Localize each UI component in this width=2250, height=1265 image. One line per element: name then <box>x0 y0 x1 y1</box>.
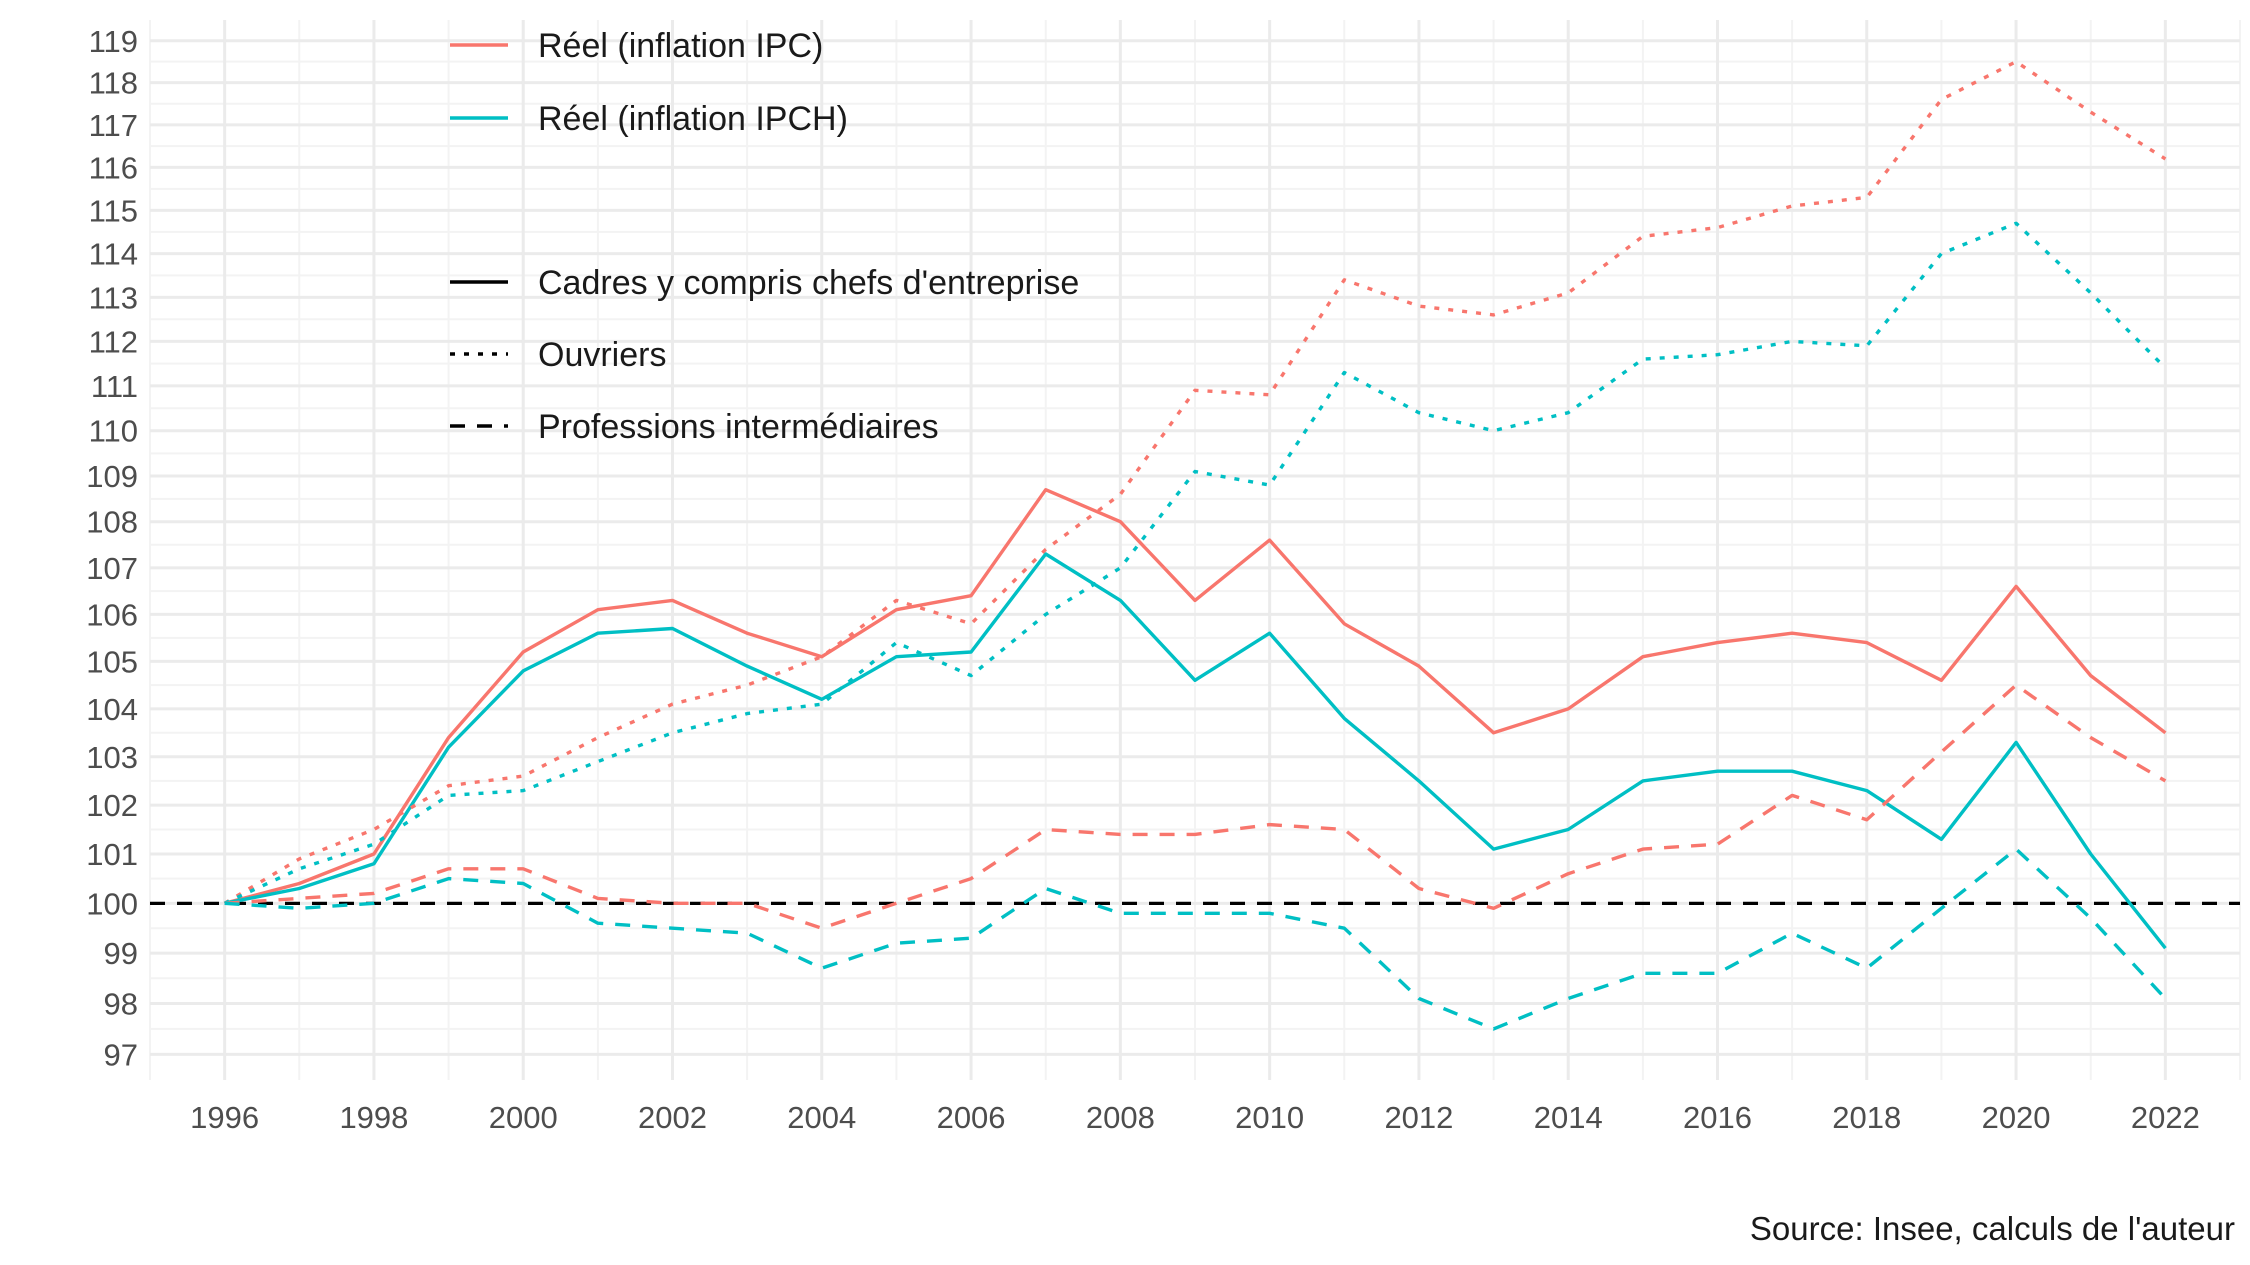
legend-label: Professions intermédiaires <box>538 408 939 446</box>
series-line <box>224 847 2167 1031</box>
x-tick-label: 2010 <box>1235 1100 1304 1135</box>
y-tick-label: 119 <box>89 24 138 59</box>
series-line <box>224 552 2167 950</box>
x-tick-label: 2012 <box>1384 1100 1453 1135</box>
y-tick-label: 115 <box>89 193 138 228</box>
y-axis-tick-labels: 97 98 99 100 101 102 103 104 105 106 107 108 109 110 1… <box>86 24 138 1073</box>
y-tick-label: 101 <box>86 837 138 872</box>
x-tick-label: 2002 <box>638 1100 707 1135</box>
x-tick-label: 2004 <box>787 1100 856 1135</box>
y-tick-label: 117 <box>89 108 138 143</box>
legend-label: Ouvriers <box>538 336 666 374</box>
y-tick-label: 103 <box>86 740 138 775</box>
x-tick-label: 2016 <box>1683 1100 1752 1135</box>
y-tick-label: 97 <box>104 1037 138 1072</box>
y-tick-label: 105 <box>86 644 138 679</box>
y-tick-label: 106 <box>86 597 138 632</box>
y-tick-label: 110 <box>89 414 138 449</box>
y-tick-label: 100 <box>86 886 138 921</box>
y-tick-label: 108 <box>86 505 138 540</box>
x-axis-tick-labels: 1996 1998 2000 2002 2004 2006 2008 2010 2012 2014… <box>190 1100 2200 1135</box>
x-tick-label: 2018 <box>1832 1100 1901 1135</box>
y-tick-label: 111 <box>91 369 138 404</box>
y-tick-label: 118 <box>89 66 138 101</box>
series-line <box>224 683 2167 930</box>
x-tick-label: 1998 <box>339 1100 408 1135</box>
series-group <box>223 60 2167 1031</box>
y-tick-label: 109 <box>86 459 138 494</box>
series-line <box>224 488 2167 905</box>
x-tick-label: 1996 <box>190 1100 259 1135</box>
legend-label: Cadres y compris chefs d'entreprise <box>538 264 1079 302</box>
y-tick-label: 114 <box>89 237 138 272</box>
legend-label: Réel (inflation IPC) <box>538 27 823 65</box>
chart-caption: Source: Insee, calculs de l'auteur <box>1750 1210 2235 1247</box>
series-line <box>223 60 2167 905</box>
y-tick-label: 99 <box>104 936 138 971</box>
x-tick-label: 2000 <box>489 1100 558 1135</box>
y-tick-label: 98 <box>104 987 138 1022</box>
y-tick-label: 116 <box>89 150 138 185</box>
x-tick-label: 2014 <box>1534 1100 1603 1135</box>
legend: Réel (inflation IPC) Réel (inflation IPCH… <box>450 27 1079 446</box>
y-tick-label: 107 <box>86 551 138 586</box>
y-tick-label: 113 <box>89 280 138 315</box>
y-tick-label: 112 <box>89 324 138 359</box>
grid <box>149 20 2241 1080</box>
x-tick-label: 2022 <box>2131 1100 2200 1135</box>
y-tick-label: 104 <box>86 692 138 727</box>
x-tick-label: 2006 <box>937 1100 1006 1135</box>
x-tick-label: 2020 <box>1982 1100 2051 1135</box>
x-tick-label: 2008 <box>1086 1100 1155 1135</box>
series-line <box>223 221 2167 905</box>
y-tick-label: 102 <box>86 788 138 823</box>
legend-label: Réel (inflation IPCH) <box>538 100 848 138</box>
